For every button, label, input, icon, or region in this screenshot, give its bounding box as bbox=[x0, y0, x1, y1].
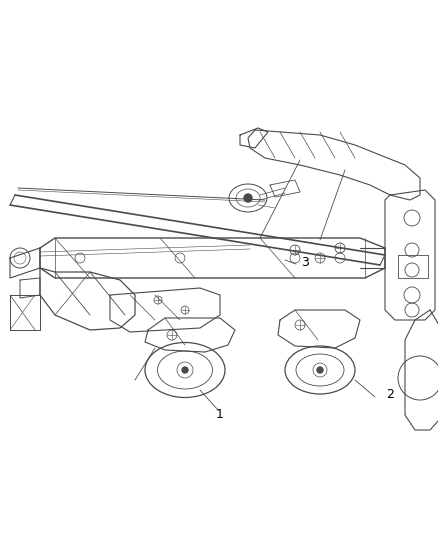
Circle shape bbox=[244, 194, 251, 202]
Text: 1: 1 bbox=[215, 408, 223, 422]
Circle shape bbox=[182, 367, 187, 373]
Text: 3: 3 bbox=[300, 255, 308, 269]
Circle shape bbox=[316, 367, 322, 373]
Text: 2: 2 bbox=[385, 389, 393, 401]
